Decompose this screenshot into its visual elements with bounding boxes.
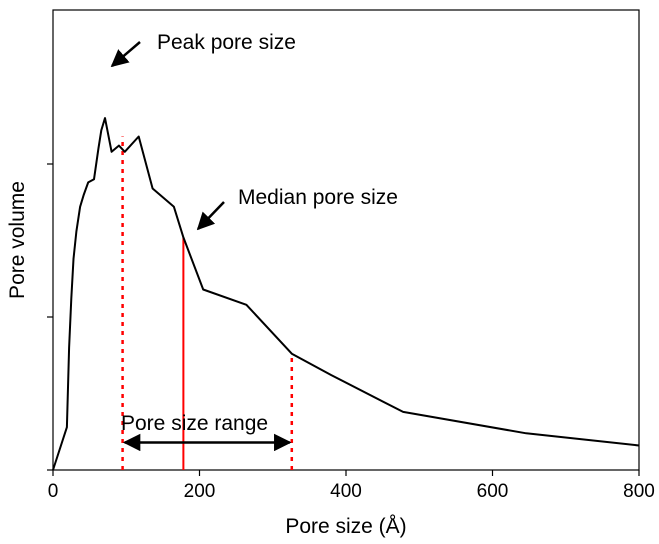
y-axis-title: Pore volume bbox=[6, 181, 29, 299]
x-tick-label: 200 bbox=[184, 481, 216, 502]
x-tick-label: 0 bbox=[48, 481, 59, 502]
x-tick-label: 600 bbox=[477, 481, 509, 502]
median-pore-size-label: Median pore size bbox=[238, 186, 398, 209]
median-pore-size-arrow bbox=[196, 201, 225, 231]
median-range-markers bbox=[121, 136, 294, 470]
x-tick-label: 400 bbox=[330, 481, 362, 502]
x-tick-label: 800 bbox=[623, 481, 655, 502]
peak-pore-size-label: Peak pore size bbox=[157, 31, 296, 54]
peak-pore-size-arrow bbox=[110, 41, 141, 68]
x-axis-ticks bbox=[52, 470, 640, 476]
x-axis-title: Pore size (Å) bbox=[285, 515, 406, 538]
y-axis-ticks bbox=[47, 163, 53, 471]
pore-size-range-label: Pore size range bbox=[121, 412, 268, 435]
pore-volume-series-line bbox=[52, 117, 640, 471]
x-axis-tick-labels: 0 200 400 600 800 bbox=[48, 481, 655, 502]
plot-frame bbox=[52, 9, 640, 471]
